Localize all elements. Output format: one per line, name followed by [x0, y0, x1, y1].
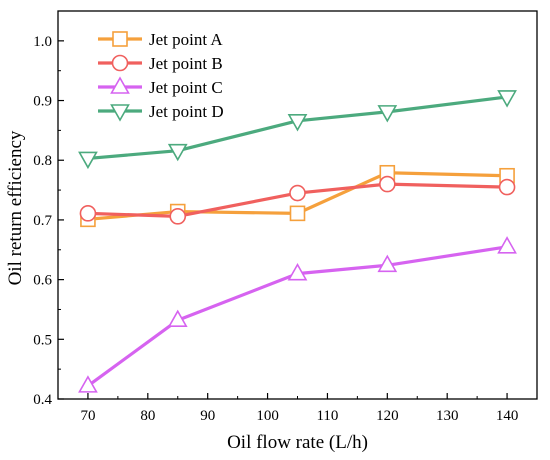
legend-label: Jet point A: [149, 30, 223, 49]
series-jet-point-d: [78, 90, 517, 170]
legend-entry: Jet point B: [98, 54, 223, 73]
y-tick-label: 0.8: [33, 153, 52, 169]
x-tick-label: 130: [436, 408, 459, 424]
x-axis-title: Oil flow rate (L/h): [227, 432, 368, 453]
data-point: [78, 375, 98, 393]
legend-label: Jet point B: [149, 54, 223, 73]
y-axis-title: Oil return efficiency: [5, 130, 26, 285]
data-point: [167, 143, 188, 162]
series-jet-point-b: [79, 175, 516, 225]
y-tick-label: 0.6: [33, 273, 52, 289]
legend-marker: [110, 104, 130, 122]
data-point: [287, 114, 308, 132]
x-tick-label: 80: [140, 408, 155, 424]
x-tick-label: 110: [316, 408, 338, 424]
data-point: [289, 205, 306, 222]
x-tick-label: 70: [80, 408, 95, 424]
data-point: [497, 236, 517, 254]
legend-entry: Jet point D: [98, 102, 224, 122]
data-point: [377, 105, 398, 123]
data-point: [379, 175, 396, 193]
y-tick-label: 0.9: [33, 94, 52, 110]
data-point: [167, 309, 188, 328]
data-point: [498, 178, 516, 196]
data-point: [497, 90, 517, 108]
data-point: [289, 184, 306, 202]
legend-entry: Jet point A: [98, 30, 223, 49]
y-tick-label: 0.5: [33, 332, 52, 348]
data-point: [287, 263, 308, 281]
series-jet-point-c: [78, 236, 517, 393]
x-tick-label: 90: [200, 408, 215, 424]
y-tick-label: 0.4: [33, 392, 52, 408]
y-tick-label: 0.7: [33, 213, 52, 229]
y-tick-label: 1.0: [33, 34, 52, 50]
series-layer: [78, 90, 517, 393]
x-tick-label: 120: [376, 408, 399, 424]
data-point: [79, 205, 97, 222]
legend-label: Jet point D: [149, 102, 224, 121]
plot-frame: [57, 10, 538, 400]
plot-border: [57, 10, 538, 400]
legend-marker: [110, 76, 130, 94]
legend-marker: [111, 54, 129, 72]
x-tick-label: 140: [496, 408, 519, 424]
data-point: [78, 151, 98, 170]
legend-label: Jet point C: [149, 78, 223, 97]
data-point: [377, 254, 398, 273]
y-axis-ticks: 0.4 0.5 0.6 0.7 0.8 0.9 1.0: [33, 34, 64, 408]
x-axis-ticks: 70 80 90 100 110 120 130 140: [80, 393, 518, 424]
x-tick-label: 100: [256, 408, 279, 424]
legend: Jet point A Jet point B Jet point C Jet poi…: [98, 30, 224, 122]
legend-entry: Jet point C: [98, 76, 223, 97]
legend-marker: [112, 31, 128, 47]
data-point: [169, 208, 187, 225]
